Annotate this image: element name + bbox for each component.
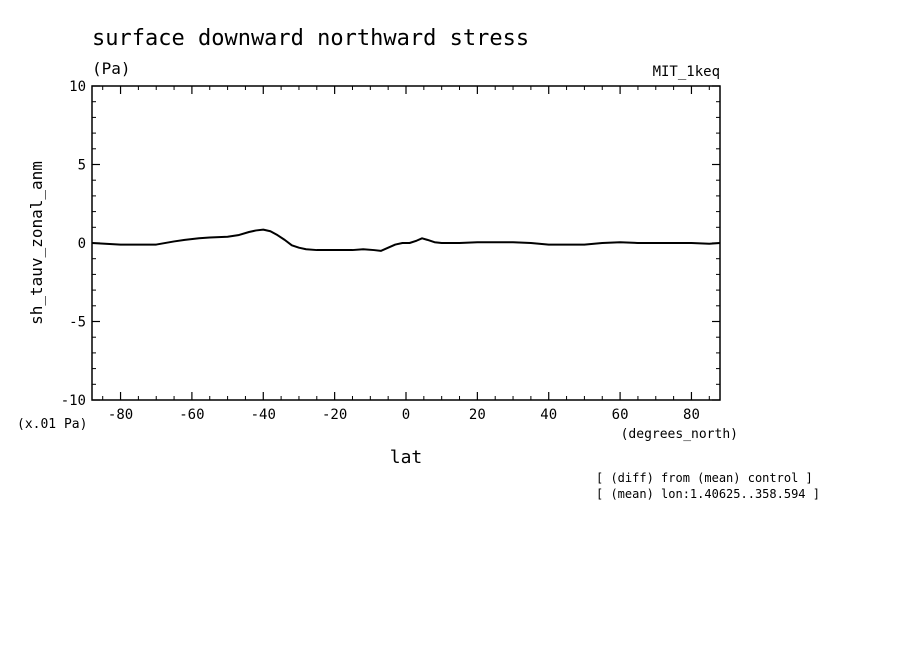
y-tick-label: -10 <box>61 393 86 409</box>
series-layer <box>91 228 721 252</box>
model-label: MIT_1keq <box>653 64 720 80</box>
units-label: (Pa) <box>92 59 131 78</box>
note-diff: [ (diff) from (mean) control ] <box>596 471 813 485</box>
x-tick-label: -20 <box>322 407 347 423</box>
y-tick-label: -5 <box>69 315 86 331</box>
x-tick-label: 40 <box>540 407 557 423</box>
x-axis-title: lat <box>390 447 423 468</box>
x-axis: -80 -60 -40 -20 0 20 40 60 80 <box>102 86 710 423</box>
y-tick-label: 10 <box>69 79 86 95</box>
x-tick-label: -40 <box>251 407 276 423</box>
y-axis: -10 -5 0 5 10 <box>61 79 720 409</box>
x-tick-label: -80 <box>108 407 133 423</box>
chart-title: surface downward northward stress <box>92 26 529 51</box>
x-tick-label: 0 <box>402 407 410 423</box>
y-tick-label: 0 <box>78 236 86 252</box>
y-tick-label: 5 <box>78 158 86 174</box>
x-tick-label: 80 <box>683 407 700 423</box>
y-scale-label: (x.01 Pa) <box>17 417 87 432</box>
x-units-label: (degrees_north) <box>621 427 738 442</box>
note-mean: [ (mean) lon:1.40625..358.594 ] <box>596 487 820 501</box>
y-axis-title: sh_tauv_zonal_anm <box>27 161 46 325</box>
x-tick-label: -60 <box>179 407 204 423</box>
x-tick-label: 60 <box>612 407 629 423</box>
series-line <box>91 228 721 252</box>
x-tick-label: 20 <box>469 407 486 423</box>
